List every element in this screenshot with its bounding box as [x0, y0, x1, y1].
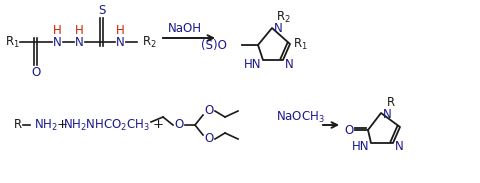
- Text: NaOH: NaOH: [168, 21, 202, 35]
- Text: HN: HN: [351, 141, 369, 154]
- Text: N: N: [274, 23, 283, 36]
- Text: O: O: [31, 66, 40, 79]
- Text: N: N: [116, 36, 124, 48]
- Text: R$_2$: R$_2$: [142, 34, 156, 50]
- Text: O: O: [174, 119, 184, 132]
- Text: N: N: [285, 57, 294, 70]
- Text: +: +: [57, 119, 68, 132]
- Text: N: N: [395, 141, 404, 154]
- Text: (S)O: (S)O: [201, 38, 227, 51]
- Text: O: O: [204, 132, 214, 145]
- Text: R: R: [14, 119, 22, 132]
- Text: R$_1$: R$_1$: [293, 36, 308, 52]
- Text: H: H: [53, 25, 61, 38]
- Text: O: O: [204, 104, 214, 117]
- Text: NH$_2$NHCO$_2$CH$_3$: NH$_2$NHCO$_2$CH$_3$: [63, 117, 151, 132]
- Text: R$_1$: R$_1$: [5, 34, 19, 50]
- Text: NH$_2$: NH$_2$: [34, 117, 58, 132]
- Text: O: O: [344, 124, 354, 137]
- Text: HN: HN: [243, 57, 261, 70]
- Text: H: H: [74, 25, 84, 38]
- Text: H: H: [116, 25, 124, 38]
- Text: R$_2$: R$_2$: [276, 10, 291, 25]
- Text: N: N: [383, 109, 392, 122]
- Text: +: +: [153, 119, 164, 132]
- Text: NaOCH$_3$: NaOCH$_3$: [276, 109, 324, 125]
- Text: N: N: [74, 36, 84, 48]
- Text: S: S: [98, 5, 105, 18]
- Text: N: N: [53, 36, 61, 48]
- Text: R: R: [387, 96, 395, 109]
